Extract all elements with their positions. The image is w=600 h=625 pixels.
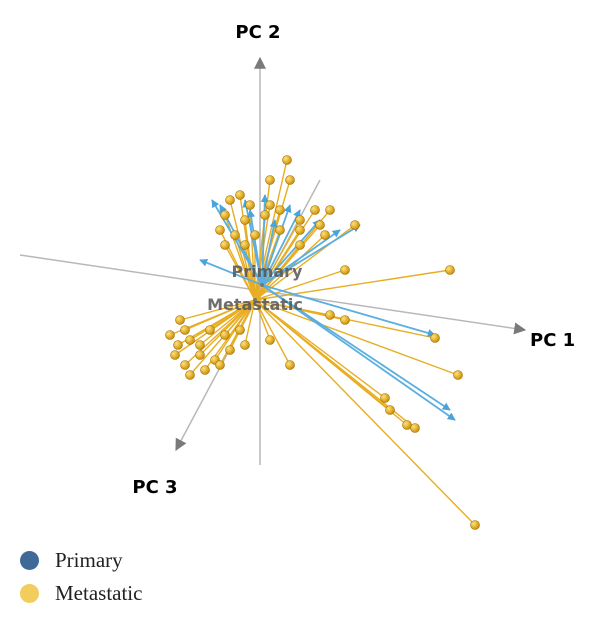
legend-item: Metastatic: [20, 577, 142, 610]
point: [175, 315, 185, 325]
ray: [244, 219, 256, 301]
ray: [261, 209, 301, 286]
point: [180, 325, 190, 335]
ray: [199, 299, 256, 356]
ray: [199, 299, 256, 346]
ray: [261, 219, 321, 286]
point: [445, 265, 455, 275]
centroid: [253, 298, 257, 302]
point: [245, 200, 255, 210]
point: [170, 350, 180, 360]
ray: [247, 209, 263, 286]
point: [453, 370, 463, 380]
point: [185, 370, 195, 380]
point: [265, 200, 275, 210]
ray: [261, 204, 292, 286]
ray: [254, 244, 301, 301]
legend-label: Metastatic: [55, 581, 143, 605]
point: [325, 205, 335, 215]
ray: [261, 284, 456, 421]
point: [265, 175, 275, 185]
point: [470, 520, 480, 530]
point: [215, 360, 225, 370]
legend-swatch: [20, 584, 39, 603]
point: [265, 335, 275, 345]
point: [240, 340, 250, 350]
legend-label: Primary: [55, 548, 123, 572]
ray: [224, 244, 256, 301]
axis-label: PC 3: [132, 477, 177, 498]
legend-swatch: [20, 551, 39, 570]
point: [215, 225, 225, 235]
ray: [254, 229, 281, 301]
point: [220, 210, 230, 220]
point: [195, 340, 205, 350]
ray: [254, 299, 386, 399]
point: [275, 225, 285, 235]
centroid-label: Primary: [232, 262, 303, 281]
point: [240, 215, 250, 225]
point: [220, 330, 230, 340]
ray: [199, 258, 263, 286]
ray: [229, 199, 256, 301]
ray: [254, 299, 459, 376]
point: [410, 423, 420, 433]
centroid: [260, 283, 264, 287]
ray: [261, 284, 436, 337]
ray: [254, 269, 346, 301]
point: [235, 325, 245, 335]
point: [240, 240, 250, 250]
point: [320, 230, 330, 240]
point: [185, 335, 195, 345]
point: [220, 240, 230, 250]
point: [250, 230, 260, 240]
point: [275, 205, 285, 215]
point: [260, 210, 270, 220]
point: [225, 345, 235, 355]
ray: [254, 299, 291, 366]
point: [285, 360, 295, 370]
point: [380, 393, 390, 403]
ray: [174, 299, 256, 356]
ray: [254, 299, 476, 526]
point: [173, 340, 183, 350]
point: [225, 195, 235, 205]
point: [430, 333, 440, 343]
point: [230, 230, 240, 240]
point: [350, 220, 360, 230]
ray: [254, 299, 271, 341]
point: [295, 240, 305, 250]
ray: [261, 219, 278, 286]
point: [340, 315, 350, 325]
ray: [261, 224, 361, 286]
point: [295, 215, 305, 225]
point: [282, 155, 292, 165]
centroid-label: Metastatic: [207, 295, 303, 314]
legend: Primary Metastatic: [20, 544, 142, 610]
ray: [260, 194, 269, 286]
axis-label: PC 1: [530, 330, 575, 351]
ray: [244, 299, 256, 346]
point: [402, 420, 412, 430]
legend-item: Primary: [20, 544, 142, 577]
ray: [254, 229, 301, 301]
point: [295, 225, 305, 235]
ray: [254, 269, 451, 301]
point: [340, 265, 350, 275]
point: [195, 350, 205, 360]
point: [165, 330, 175, 340]
point: [235, 190, 245, 200]
point: [180, 360, 190, 370]
chart: PC 2 PC 1 PC 3 Metastatic Primary: [19, 22, 575, 530]
point: [285, 175, 295, 185]
point: [315, 220, 325, 230]
point: [325, 310, 335, 320]
ray: [179, 299, 256, 321]
point: [385, 405, 395, 415]
axis-label: PC 2: [235, 22, 280, 43]
point: [205, 325, 215, 335]
point: [200, 365, 210, 375]
point: [310, 205, 320, 215]
